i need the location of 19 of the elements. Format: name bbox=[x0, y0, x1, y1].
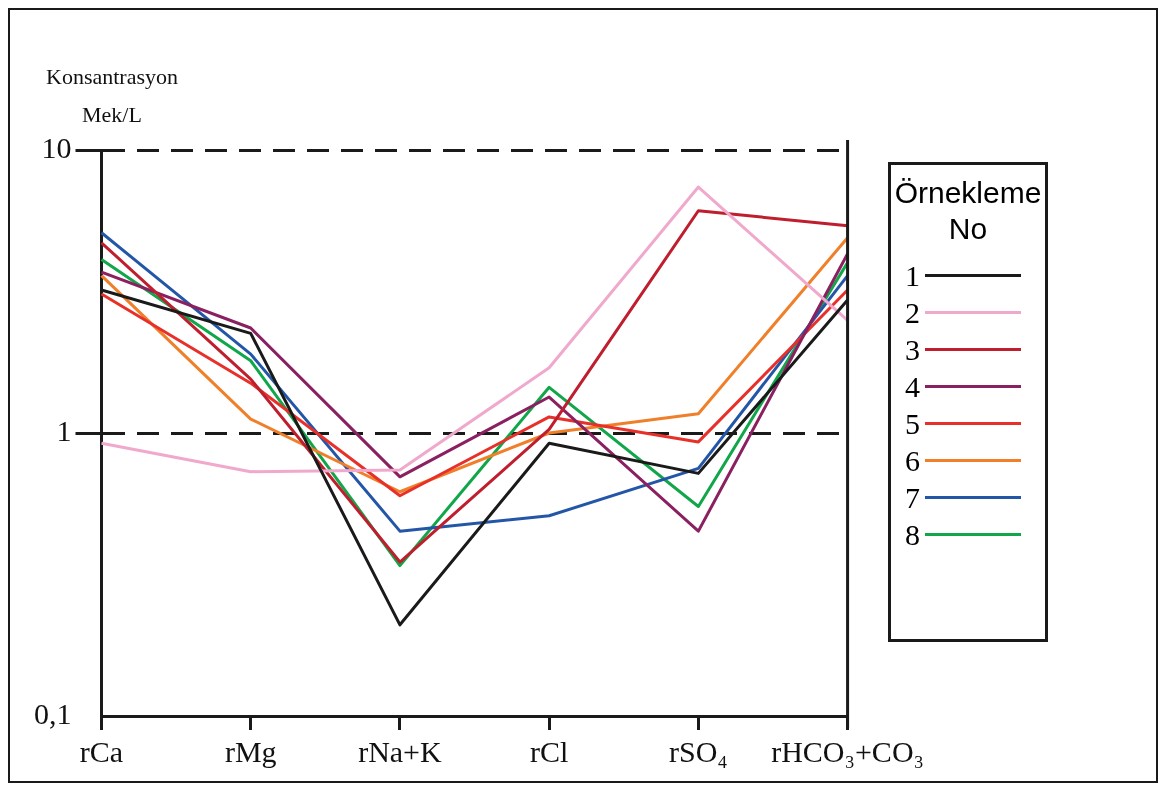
x-tick-label: rCa bbox=[79, 734, 124, 768]
x-tick-label: rNa+K bbox=[358, 734, 443, 768]
x-tick-label: rSO₄ bbox=[668, 734, 728, 768]
legend-title: Örnekleme No bbox=[893, 175, 1043, 247]
legend-label: 7 bbox=[905, 480, 921, 515]
legend-label: 2 bbox=[905, 295, 921, 330]
legend-label: 3 bbox=[905, 332, 921, 367]
legend-label: 1 bbox=[905, 258, 921, 293]
legend-label: 8 bbox=[905, 517, 921, 552]
y-tick-label: 1 bbox=[56, 413, 72, 447]
y-axis-title: Konsantrasyon Mek/L bbox=[46, 64, 178, 127]
x-tick-label: rCl bbox=[529, 734, 569, 768]
legend-label: 6 bbox=[905, 443, 921, 478]
legend-label: 4 bbox=[905, 369, 921, 404]
legend-label: 5 bbox=[905, 406, 921, 441]
y-tick-label: 0,1 bbox=[34, 696, 72, 730]
x-tick-label: rMg bbox=[224, 734, 277, 768]
y-tick-label: 10 bbox=[41, 130, 72, 164]
x-tick-label: rHCO₃+CO₃ bbox=[771, 734, 924, 768]
